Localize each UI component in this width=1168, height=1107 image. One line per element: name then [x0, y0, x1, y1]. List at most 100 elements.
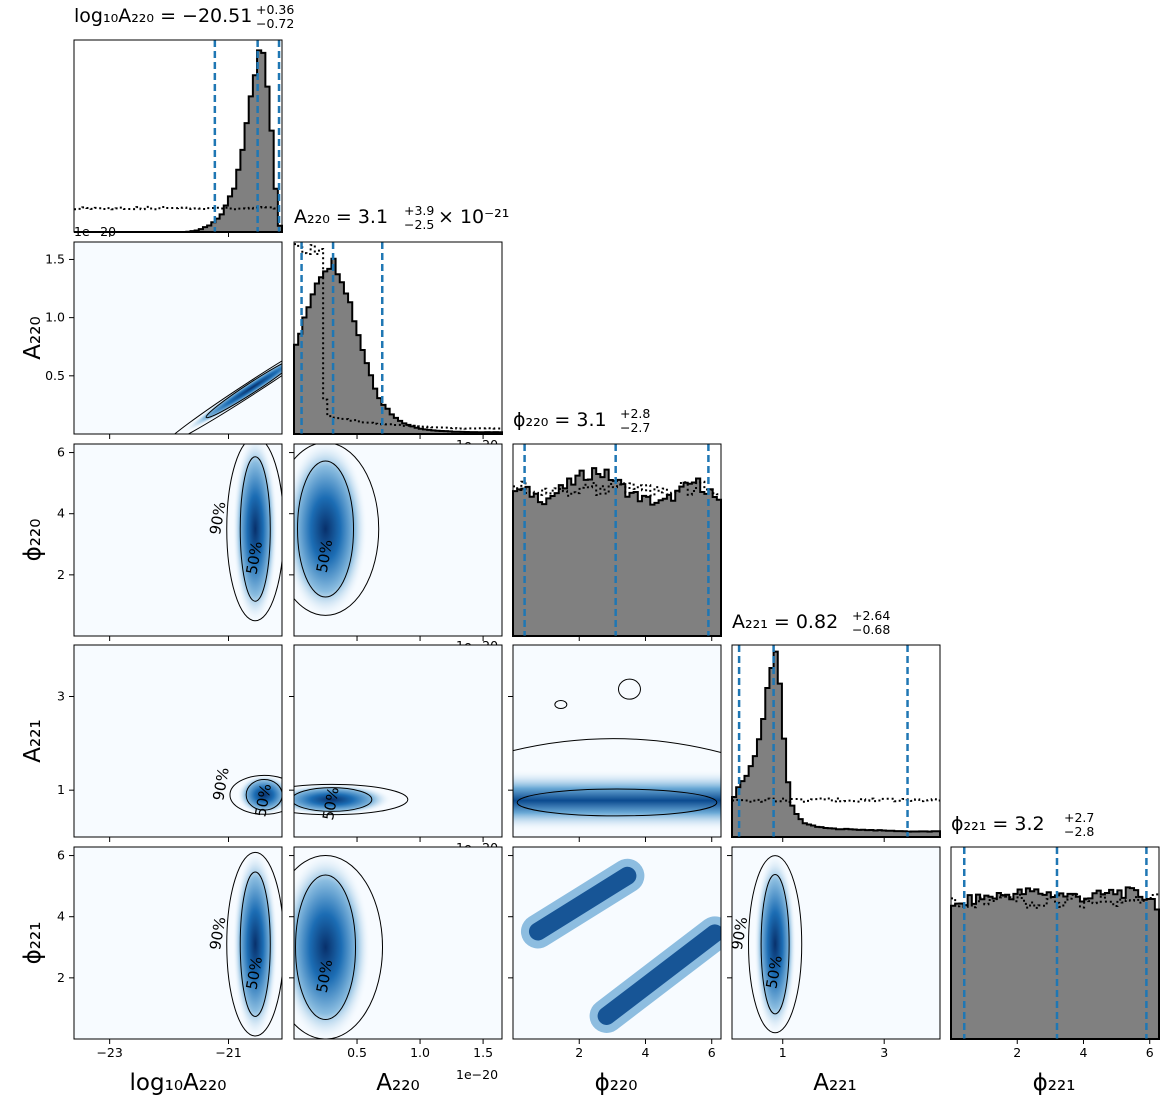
ytick-label-phi221: 6: [57, 848, 65, 863]
axes-frame: [73, 443, 283, 637]
contour-island: [617, 678, 641, 700]
axes-frame: [293, 443, 503, 637]
posterior-hist-phi220: [512, 467, 722, 637]
posterior-hist-A220: [293, 257, 503, 435]
contour-50: [297, 460, 355, 598]
prior-hist-phi220: [513, 480, 721, 497]
joint-panel-logA220-phi221: 90% 50%: [73, 846, 283, 1040]
title-A221-up: +2.64: [852, 608, 890, 623]
contour-50: [516, 788, 718, 817]
contour-label-90: 90%: [209, 766, 233, 802]
axes-frame: [512, 846, 722, 1040]
prior-hist-A220: [294, 243, 502, 430]
posterior-hist-logA220: [74, 49, 283, 233]
contour-50: [239, 871, 271, 1017]
axes-frame: [293, 644, 503, 838]
axes-frame-diag-phi221: [950, 846, 1160, 1040]
hist-panel-A220: [293, 241, 503, 435]
title-logA220-lhs: log₁₀A₂₂₀ = −20.51: [74, 5, 252, 27]
ytick-label-A220: 1.0: [45, 310, 65, 325]
contour-label-90: 90%: [728, 915, 752, 951]
title-A220-down: −2.5: [404, 217, 434, 232]
hist-panel-phi220: [512, 443, 722, 637]
contour-label-90: 90%: [206, 915, 230, 951]
axes-frame: [293, 846, 503, 1040]
axes-frame-diag-phi220: [512, 443, 722, 637]
xlabel-A221: A₂₂₁: [813, 1070, 856, 1096]
contour-label-90: 90%: [206, 500, 230, 536]
title-logA220: log₁₀A₂₂₀ = −20.51 +0.36 −0.72: [74, 2, 294, 31]
joint-panel-A221-phi221: 90% 50%: [728, 846, 941, 1040]
axes-frame-diag-A220: [293, 241, 503, 435]
xtick-label-logA220: −21: [215, 1045, 241, 1060]
axes-frame: [731, 846, 941, 1040]
joint-panel-phi220-A221: [512, 644, 722, 838]
density-blob: [294, 444, 368, 619]
contour-90: [294, 444, 380, 616]
density-blob: [294, 783, 392, 816]
title-phi220-lhs: ϕ₂₂₀ = 3.1: [513, 409, 607, 431]
ylabel-A220: A₂₂₀: [20, 316, 46, 359]
title-A221-lhs: A₂₂₁ = 0.82: [732, 611, 838, 633]
ytick-label-A220: 1.5: [45, 251, 65, 266]
offset-text-col1-bottom: 1e−20: [456, 1067, 498, 1082]
joint-panel-A220-phi221: 90%50%: [293, 846, 503, 1040]
ytick-label-A220: 0.5: [45, 368, 65, 383]
title-phi221-lhs: ϕ₂₂₁ = 3.2: [951, 813, 1045, 835]
ylabel-phi221: ϕ₂₂₁: [20, 922, 46, 965]
ylabel-phi220: ϕ₂₂₀: [20, 519, 46, 562]
contour-label-50: 50%: [762, 954, 786, 990]
title-phi220-down: −2.7: [620, 420, 650, 435]
title-A220: A₂₂₀ = 3.1 +3.9 −2.5 × 10⁻²¹: [294, 203, 509, 232]
title-A220-suffix: × 10⁻²¹: [438, 206, 509, 228]
panels-layer: 90%50%90%50%90%50%90%50%90%50%90%50%90%5…: [45, 39, 1160, 1060]
axes-frame: [73, 644, 283, 838]
ytick-label-phi220: 2: [57, 567, 65, 582]
axes-frame-diag-logA220: [73, 39, 283, 233]
joint-panel-logA220-A221: 90% 50%: [73, 644, 283, 838]
xtick-label-phi220: 4: [642, 1045, 650, 1060]
density-blob: [237, 774, 282, 816]
posterior-hist-phi221: [950, 886, 1160, 1040]
joint-panel-logA220-phi220: 90% 50%: [73, 443, 283, 637]
joint-panel-A220-phi220: 90%50%: [293, 443, 503, 637]
ytick-label-phi220: 6: [57, 445, 65, 460]
density-blob: [182, 342, 282, 433]
density-core-0: [528, 866, 637, 941]
axes-frame: [512, 644, 722, 838]
title-A220-up: +3.9: [404, 203, 434, 218]
title-phi221: ϕ₂₂₁ = 3.2 +2.7 −2.8: [951, 810, 1094, 839]
ylabel-A221: A₂₂₁: [20, 719, 46, 762]
density-blob: [754, 852, 797, 1037]
ytick-label-A221: 1: [57, 782, 65, 797]
joint-bg: [74, 242, 282, 434]
axes-frame: [73, 241, 283, 435]
title-phi220-up: +2.8: [620, 406, 650, 421]
density-band: [513, 769, 721, 832]
xtick-label-phi221: 6: [1146, 1045, 1154, 1060]
ytick-label-phi220: 4: [57, 506, 65, 521]
xtick-label-phi220: 2: [575, 1045, 583, 1060]
contour-label-50: 50%: [313, 538, 337, 574]
title-logA220-down: −0.72: [256, 16, 294, 31]
density-blob: [232, 444, 278, 625]
posterior-hist-A221: [731, 650, 941, 838]
density-core-1: [597, 924, 721, 1025]
ytick-label-phi221: 4: [57, 909, 65, 924]
contour-90: [294, 855, 383, 1039]
title-A220-lhs: A₂₂₀ = 3.1: [294, 206, 388, 228]
contour-50: [245, 779, 282, 811]
prior-hist-logA220: [74, 205, 282, 211]
density-blob: [294, 852, 371, 1039]
ytick-label-A221: 3: [57, 689, 65, 704]
xlabel-phi221: ϕ₂₂₁: [1033, 1070, 1076, 1096]
contour-90: [226, 851, 282, 1037]
xtick-label-phi221: 4: [1080, 1045, 1088, 1060]
joint-panel-phi220-phi221: [512, 846, 722, 1040]
hist-panel-A221: [731, 644, 941, 838]
xtick-label-phi220: 6: [708, 1045, 716, 1060]
xtick-label-A221: 3: [880, 1045, 888, 1060]
contour-50: [760, 874, 790, 1015]
axes-frame-diag-A221: [731, 644, 941, 838]
